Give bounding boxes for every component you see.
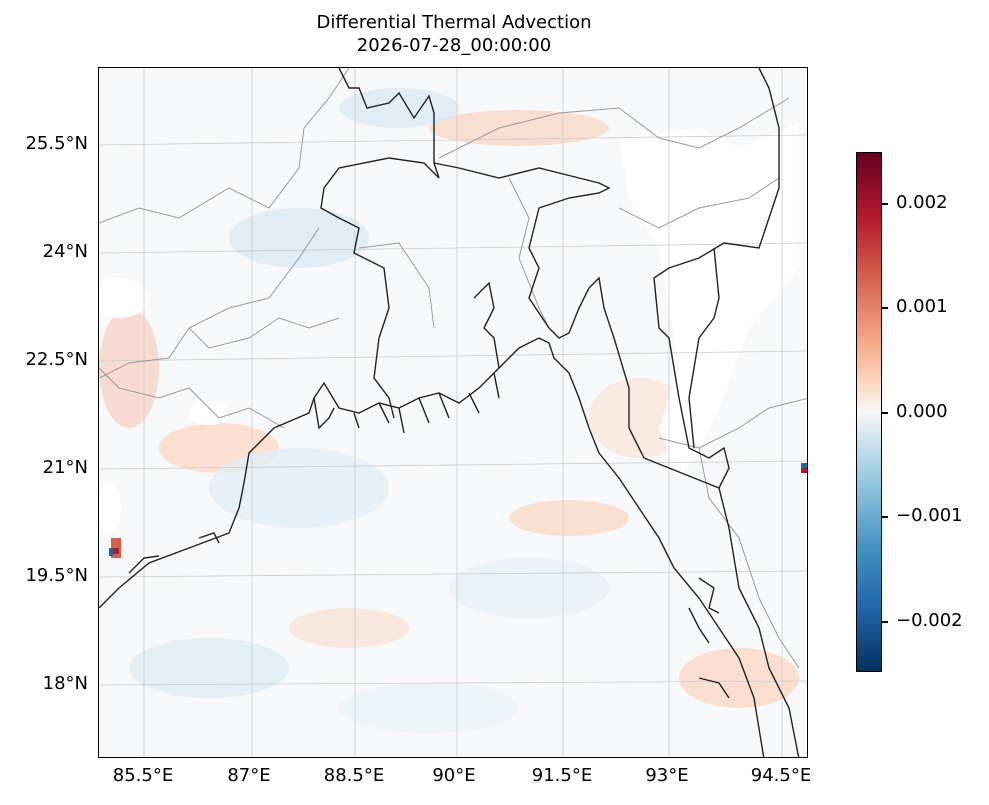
lat-label: 24°N <box>42 241 88 262</box>
lon-label: 90°E <box>432 765 476 786</box>
colorbar-tick <box>882 203 888 205</box>
colorbar-label: −0.002 <box>896 610 963 631</box>
colorbar-label: 0.001 <box>896 296 948 317</box>
lat-label: 18°N <box>42 673 88 694</box>
lon-label: 88.5°E <box>323 765 385 786</box>
plot-subtitle: 2026-07-28_00:00:00 <box>356 35 552 56</box>
lat-label: 22.5°N <box>25 349 88 370</box>
colorbar-tick <box>882 516 888 518</box>
colorbar-tick <box>882 412 888 414</box>
plot-title: Differential Thermal Advection <box>316 12 592 33</box>
colorbar <box>856 152 882 672</box>
state-borders <box>99 68 807 669</box>
lon-label: 91.5°E <box>531 765 593 786</box>
colorbar-tick <box>882 307 888 309</box>
country-borders <box>99 68 800 757</box>
lat-label: 19.5°N <box>25 565 88 586</box>
gridlines <box>99 68 807 757</box>
colorbar-label: −0.001 <box>896 505 963 526</box>
lon-label: 85.5°E <box>112 765 174 786</box>
lat-label: 25.5°N <box>25 133 88 154</box>
colorbar-tick <box>882 621 888 623</box>
lon-label: 87°E <box>227 765 271 786</box>
lon-label: 94.5°E <box>750 765 812 786</box>
map-canvas <box>99 68 807 757</box>
lon-label: 93°E <box>645 765 689 786</box>
advection-field <box>99 88 807 733</box>
lat-label: 21°N <box>42 457 88 478</box>
colorbar-label: 0.002 <box>896 192 948 213</box>
map-panel <box>98 67 808 758</box>
colorbar-label: 0.000 <box>896 401 948 422</box>
